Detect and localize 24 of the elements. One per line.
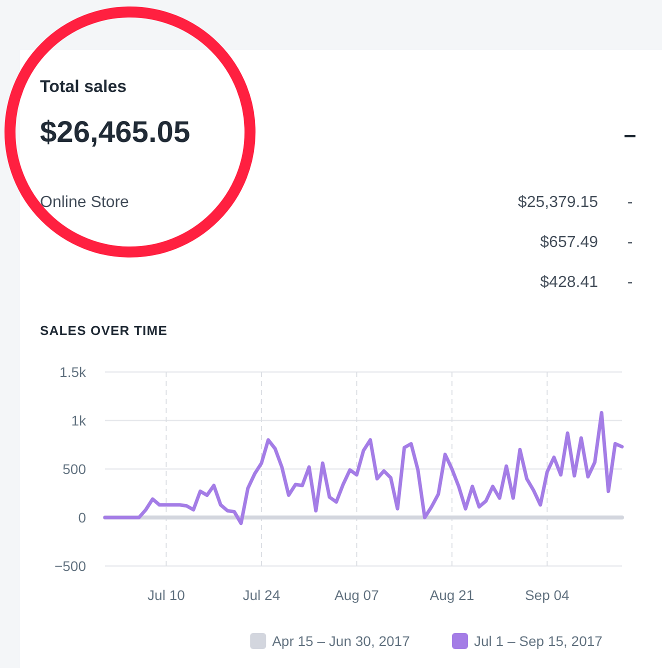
legend-label: Jul 1 – Sep 15, 2017: [474, 633, 603, 649]
text: Online Store: [40, 194, 130, 211]
y-tick-label: 1.5k: [60, 364, 87, 380]
text: –: [624, 122, 636, 147]
y-tick-label: 500: [62, 461, 86, 477]
chart-title: SALES OVER TIME: [40, 323, 168, 338]
y-tick-label: 0: [78, 510, 86, 526]
text: $26,465.05: [40, 116, 190, 149]
text: -: [627, 194, 633, 211]
text: $428.41: [540, 274, 598, 291]
text: -: [627, 234, 633, 251]
x-tick-label: Jul 10: [148, 587, 186, 603]
y-tick-label: 1k: [71, 412, 87, 428]
text: $657.49: [540, 234, 598, 251]
text: Total sales: [40, 77, 127, 96]
x-tick-label: Aug 07: [334, 587, 380, 603]
x-tick-label: Jul 24: [242, 587, 280, 603]
text: -: [627, 274, 633, 291]
x-tick-label: Aug 21: [430, 587, 474, 603]
x-tick-label: Sep 04: [524, 587, 570, 603]
text: $25,379.15: [518, 194, 598, 211]
legend-label: Apr 15 – Jun 30, 2017: [272, 633, 410, 649]
y-tick-label: −500: [54, 558, 86, 574]
line-series: [103, 410, 624, 526]
